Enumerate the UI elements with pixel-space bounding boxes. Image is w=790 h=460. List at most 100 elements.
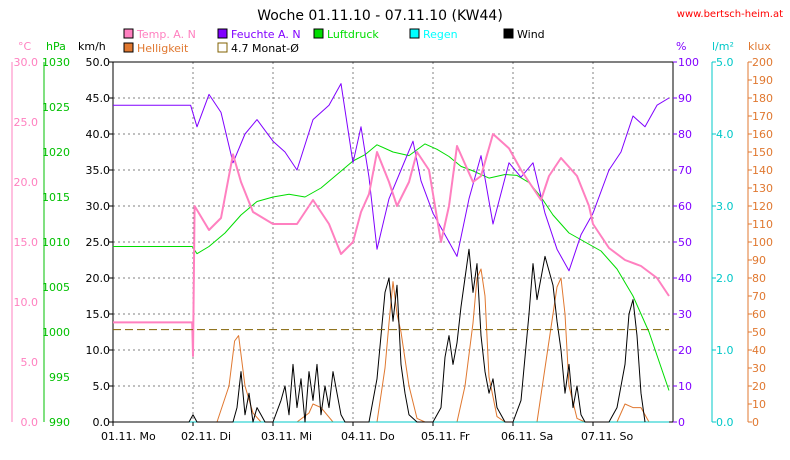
legend-swatch [123, 42, 134, 53]
tick-label-lux: 90 [752, 254, 766, 267]
tick-label-wind: 0.0 [93, 416, 111, 429]
tick-label-press: 1020 [42, 146, 70, 159]
unit-label-hum: % [676, 40, 686, 53]
tick-label-lux: 110 [752, 218, 773, 231]
tick-label-rain: 2.0 [716, 272, 734, 285]
tick-label-rain: 1.0 [716, 344, 734, 357]
legend-swatch [409, 28, 420, 39]
legend-swatch [217, 42, 228, 53]
tick-label-press: 1015 [42, 191, 70, 204]
tick-label-hum: 90 [678, 92, 692, 105]
tick-label-lux: 0 [752, 416, 759, 429]
tick-label-wind: 20.0 [86, 272, 111, 285]
legend-swatch [503, 28, 514, 39]
tick-label-wind: 50.0 [86, 56, 111, 69]
x-tick-labels: 01.11. Mo 02.11. Di 03.11. Mi 04.11. Do 05.1… [101, 422, 633, 443]
series-line-feuchte-a-n [113, 83, 670, 272]
x-tick-label: 04.11. Do [341, 430, 395, 443]
tick-label-press: 995 [49, 371, 70, 384]
tick-label-hum: 100 [678, 56, 699, 69]
legend-label: Helligkeit [137, 42, 189, 55]
x-tick-label: 01.11. Mo [101, 430, 156, 443]
tick-label-lux: 80 [752, 272, 766, 285]
tick-label-lux: 120 [752, 200, 773, 213]
tick-label-hum: 70 [678, 164, 692, 177]
legend-label: Regen [423, 28, 458, 41]
x-tick-label: 06.11. Sa [501, 430, 553, 443]
tick-label-press: 990 [49, 416, 70, 429]
unit-label-rain: l/m² [712, 40, 734, 53]
tick-label-wind: 30.0 [86, 200, 111, 213]
tick-label-press: 1000 [42, 326, 70, 339]
axis-unit-labels: °C hPa km/h% l/m² klux [18, 40, 771, 53]
tick-label-wind: 25.0 [86, 236, 111, 249]
legend-label: Wind [517, 28, 545, 41]
tick-label-temp: 25.0 [14, 116, 39, 129]
tick-label-wind: 5.0 [93, 380, 111, 393]
tick-label-lux: 30 [752, 362, 766, 375]
legend: Temp. A. N Feuchte A. N Luftdruck Regen Wind… [123, 28, 545, 55]
tick-label-hum: 10 [678, 380, 692, 393]
tick-label-lux: 70 [752, 290, 766, 303]
unit-label-lux: klux [748, 40, 771, 53]
tick-label-lux: 60 [752, 308, 766, 321]
tick-label-lux: 160 [752, 128, 773, 141]
legend-swatch [217, 28, 228, 39]
tick-label-press: 1010 [42, 236, 70, 249]
tick-label-lux: 180 [752, 92, 773, 105]
tick-label-rain: 0.0 [716, 416, 734, 429]
tick-label-press: 1025 [42, 101, 70, 114]
tick-label-temp: 5.0 [21, 356, 39, 369]
tick-label-temp: 0.0 [21, 416, 39, 429]
tick-label-hum: 50 [678, 236, 692, 249]
tick-label-lux: 50 [752, 326, 766, 339]
tick-label-temp: 20.0 [14, 176, 39, 189]
tick-label-press: 1030 [42, 56, 70, 69]
tick-label-lux: 20 [752, 380, 766, 393]
legend-label: Temp. A. N [136, 28, 196, 41]
tick-label-lux: 190 [752, 74, 773, 87]
tick-label-temp: 10.0 [14, 296, 39, 309]
tick-label-lux: 150 [752, 146, 773, 159]
tick-label-hum: 0 [678, 416, 685, 429]
unit-label-press: hPa [46, 40, 66, 53]
tick-label-wind: 15.0 [86, 308, 111, 321]
tick-label-wind: 10.0 [86, 344, 111, 357]
x-tick-label: 07.11. So [581, 430, 633, 443]
unit-label-temp: °C [18, 40, 32, 53]
credit-link[interactable]: www.bertsch-heim.at [677, 9, 783, 20]
tick-label-hum: 60 [678, 200, 692, 213]
tick-label-lux: 100 [752, 236, 773, 249]
tick-label-hum: 40 [678, 272, 692, 285]
x-tick-label: 03.11. Mi [261, 430, 312, 443]
tick-label-lux: 140 [752, 164, 773, 177]
tick-label-rain: 5.0 [716, 56, 734, 69]
grid [113, 62, 673, 422]
unit-label-wind: km/h [78, 40, 106, 53]
x-tick-label: 05.11. Fr [421, 430, 470, 443]
series-line-wind [113, 248, 646, 423]
tick-label-lux: 10 [752, 398, 766, 411]
series-line-temp-a-n [113, 133, 670, 357]
x-tick-label: 02.11. Di [181, 430, 231, 443]
legend-swatch [313, 28, 324, 39]
tick-label-wind: 35.0 [86, 164, 111, 177]
tick-label-lux: 200 [752, 56, 773, 69]
legend-label: Luftdruck [327, 28, 379, 41]
series-lines [113, 83, 670, 423]
legend-label: 4.7 Monat-Ø [231, 42, 299, 55]
tick-label-lux: 130 [752, 182, 773, 195]
tick-label-hum: 80 [678, 128, 692, 141]
tick-label-hum: 30 [678, 308, 692, 321]
tick-label-wind: 45.0 [86, 92, 111, 105]
tick-label-press: 1005 [42, 281, 70, 294]
tick-label-wind: 40.0 [86, 128, 111, 141]
tick-label-temp: 30.0 [14, 56, 39, 69]
legend-swatch [123, 28, 134, 39]
legend-label: Feuchte A. N [231, 28, 301, 41]
tick-label-rain: 3.0 [716, 200, 734, 213]
tick-label-hum: 20 [678, 344, 692, 357]
tick-label-lux: 40 [752, 344, 766, 357]
